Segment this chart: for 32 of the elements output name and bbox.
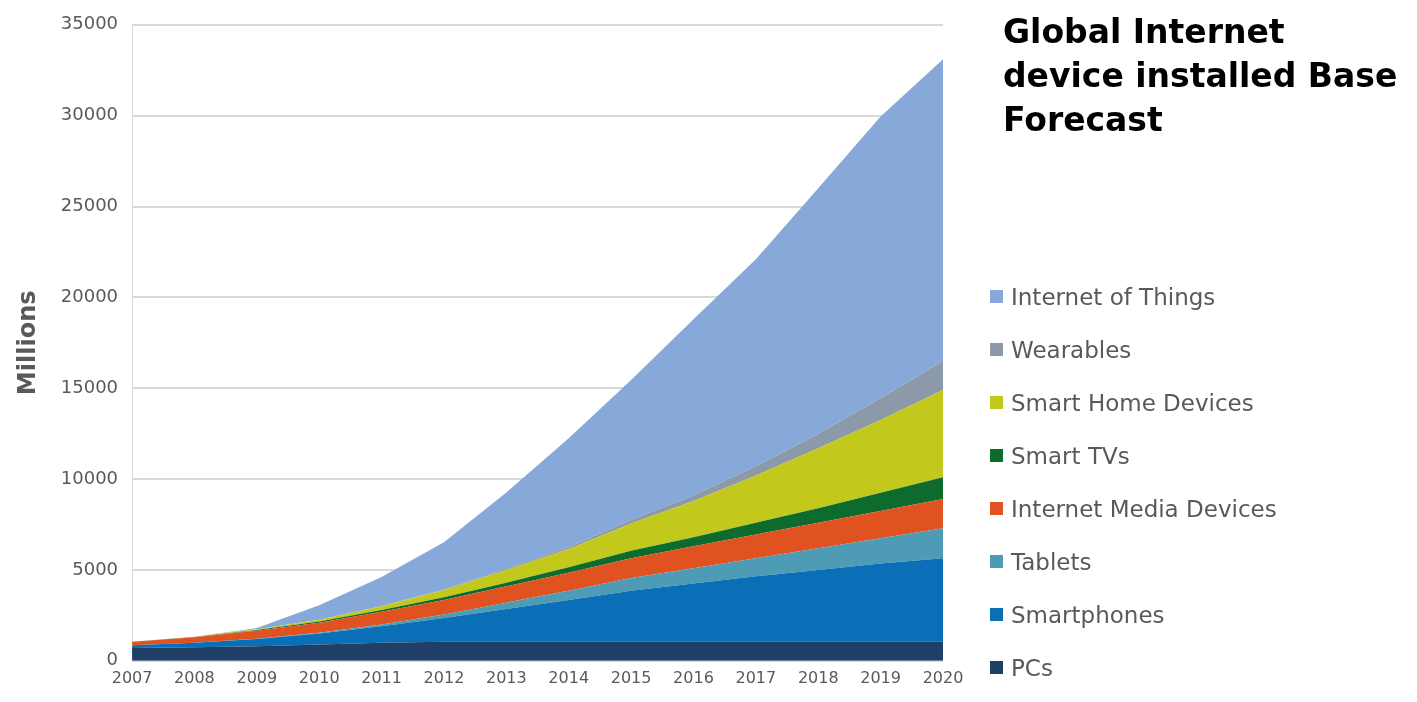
text: Global Internet device installed Base Forecast	[1003, 11, 1399, 141]
y-tick-label: 25000	[60, 194, 119, 216]
legend-label: PCs	[1011, 654, 1053, 681]
legend-label: Internet Media Devices	[1011, 495, 1277, 522]
x-tick-label: 2018	[797, 667, 839, 687]
legend-label: Tablets	[1011, 548, 1092, 575]
x-tick-label: 2010	[298, 667, 340, 687]
x-tick-label: 2017	[735, 667, 777, 687]
y-axis-title: Millions	[12, 290, 41, 396]
x-tick-label: 2020	[922, 667, 964, 687]
x-tick-label: 2009	[236, 667, 278, 687]
x-tick-label: 2019	[860, 667, 901, 687]
legend-label: Smart Home Devices	[1011, 389, 1254, 416]
legend-label: Internet of Things	[1011, 283, 1216, 310]
x-tick-label: 2007	[111, 667, 153, 687]
x-tick-label: 2013	[485, 667, 527, 687]
y-tick-label: 35000	[60, 12, 119, 34]
y-tick-label: 10000	[60, 466, 119, 488]
y-tick-label: 5000	[72, 557, 119, 579]
legend-label: Smartphones	[1011, 601, 1165, 628]
x-tick-label: 2008	[174, 667, 215, 687]
y-tick-label: 15000	[60, 375, 119, 397]
x-tick-label: 2015	[610, 667, 652, 687]
x-tick-label: 2012	[423, 667, 465, 687]
y-tick-label: 0	[106, 648, 119, 670]
legend-label: Wearables	[1011, 336, 1132, 363]
y-tick-label: 30000	[60, 103, 119, 125]
legend-label: Smart TVs	[1011, 442, 1130, 469]
x-tick-label: 2016	[673, 667, 714, 687]
x-tick-label: 2014	[548, 667, 590, 687]
x-tick-label: 2011	[361, 667, 402, 687]
y-tick-label: 20000	[60, 285, 119, 307]
